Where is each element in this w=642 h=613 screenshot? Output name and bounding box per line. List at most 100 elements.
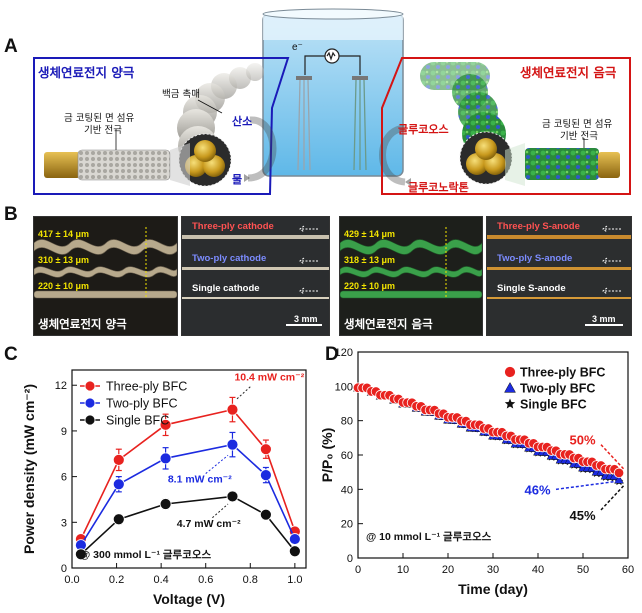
panel-label-c: C (4, 344, 18, 365)
legend-label: Three-ply BFC (106, 380, 187, 394)
cathode-scale-bar: 3 mm (294, 314, 318, 324)
x-tick-label: 30 (487, 564, 499, 576)
water-label: 물 (232, 173, 243, 186)
oxygen-to-water-arrow (247, 116, 277, 182)
electrode-wires (296, 76, 368, 171)
x-tick-label: 10 (397, 564, 409, 576)
glucose-label: 글루코오스 (398, 123, 449, 136)
y-tick-label: 0 (61, 563, 67, 575)
anode-macro-image (487, 225, 631, 326)
x-tick-label: 0.2 (109, 574, 124, 586)
stability-chart: 0 10 20 30 40 50 60 0 20 40 60 80 100 120 Time (day) P/… (320, 347, 634, 597)
data-point (259, 443, 272, 456)
legend-label: Single BFC (520, 398, 587, 412)
x-tick-label: 0.4 (153, 574, 168, 586)
y-tick-label: 0 (347, 553, 353, 565)
cathode-electrode-label-1: 금 코팅된 면 섬유 (64, 113, 135, 124)
series-1 (75, 431, 301, 552)
y-tick-label: 6 (61, 472, 67, 484)
end-arrow (600, 485, 625, 511)
peak-arrow (205, 454, 229, 474)
data-point (112, 478, 125, 491)
peak-label: 10.4 mW cm⁻² (234, 372, 304, 384)
y-tick-label: 12 (55, 380, 67, 392)
cathode-label-three: Three-ply cathode (192, 221, 274, 232)
series-2 (75, 490, 301, 561)
anode-caption: 생체연료전지 음극 (344, 317, 433, 331)
external-circuit (304, 48, 361, 75)
y-tick-label: 120 (335, 347, 353, 359)
data-point (112, 513, 125, 526)
anode-label-single: Single S-anode (497, 283, 566, 294)
x-tick-label: 20 (442, 564, 454, 576)
cathode-caption: 생체연료전지 양극 (38, 317, 127, 331)
electron-label: e⁻ (292, 42, 303, 53)
data-point (159, 452, 172, 465)
cathode-electrode-rod (44, 143, 190, 186)
legend-marker (84, 397, 96, 409)
data-point (613, 467, 625, 479)
cathode-cross-section (178, 133, 232, 187)
legend-label: Single BFC (106, 414, 169, 428)
cathode-box (33, 57, 290, 195)
anode-measure-3: 220 ± 10 μm (344, 281, 395, 291)
anode-fiber-photo (339, 216, 483, 336)
data-point (226, 403, 239, 416)
y-tick-label: 3 (61, 517, 67, 529)
cathode-electrode-label-2: 기반 전극 (84, 125, 122, 136)
end-arrow (555, 480, 622, 491)
data-point (259, 508, 272, 521)
plot-frame (71, 369, 307, 569)
panel-label-a: A (4, 36, 18, 57)
condition-label: @ 300 mmol L⁻¹ 글루코오스 (80, 549, 212, 561)
cathode-macro-image (182, 225, 329, 326)
x-tick-label: 0.8 (243, 574, 258, 586)
anode-cross-section (459, 131, 513, 185)
legend-marker (84, 380, 96, 392)
cathode-fibers-image (34, 227, 177, 299)
oxygen-label: 산소 (232, 115, 253, 128)
panel-label-d: D (325, 344, 339, 365)
peak-arrow (212, 503, 229, 519)
cathode-fiber-photo (33, 216, 178, 336)
gluconolactone-label: 글루코노락톤 (408, 181, 469, 194)
anode-label-three: Three-ply S-anode (497, 221, 580, 232)
data-point (226, 490, 239, 503)
y-tick-label: 60 (341, 450, 353, 462)
anode-box (381, 57, 631, 195)
y-tick-label: 9 (61, 426, 67, 438)
y-axis-label: P/P₀ (%) (320, 428, 335, 483)
x-axis-label: Voltage (V) (153, 591, 225, 607)
legend-label: Two-ply BFC (520, 382, 595, 396)
power-density-chart: 0.0 0.2 0.4 0.6 0.8 1.0 0 3 6 9 12 Voltage (V) Power… (21, 369, 307, 607)
anode-macro-photo (486, 216, 632, 336)
series-line (80, 495, 296, 555)
x-tick-label: 0.6 (198, 574, 213, 586)
cathode-measure-3: 220 ± 10 μm (38, 281, 89, 291)
end-label: 50% (570, 433, 596, 448)
legend-marker (504, 398, 516, 409)
series-line (80, 408, 296, 540)
data-point (112, 453, 125, 466)
anode-title: 생체연료전지 음극 (520, 65, 617, 80)
x-tick-label: 60 (622, 564, 634, 576)
x-axis-label: Time (day) (458, 581, 528, 597)
data-point (226, 438, 239, 451)
anode-measure-1: 429 ± 14 μm (344, 229, 395, 239)
anode-label-two: Two-ply S-anode (497, 253, 573, 264)
y-tick-label: 100 (335, 381, 353, 393)
legend-label: Two-ply BFC (106, 397, 178, 411)
cathode-measure-2: 310 ± 13 μm (38, 255, 89, 265)
series-line (80, 443, 296, 546)
cathode-title: 생체연료전지 양극 (38, 65, 135, 80)
anode-electrode-label-1: 금 코팅된 면 섬유 (542, 119, 613, 130)
data-point (159, 498, 172, 510)
x-tick-label: 50 (577, 564, 589, 576)
anode-scale-bar: 3 mm (592, 314, 616, 324)
data-point (288, 533, 301, 545)
peak-label: 8.1 mW cm⁻² (168, 474, 232, 486)
legend-label: Three-ply BFC (520, 366, 605, 380)
cathode-measure-1: 417 ± 14 μm (38, 229, 89, 239)
x-tick-label: 0.0 (64, 574, 79, 586)
beaker-icon (262, 8, 404, 177)
